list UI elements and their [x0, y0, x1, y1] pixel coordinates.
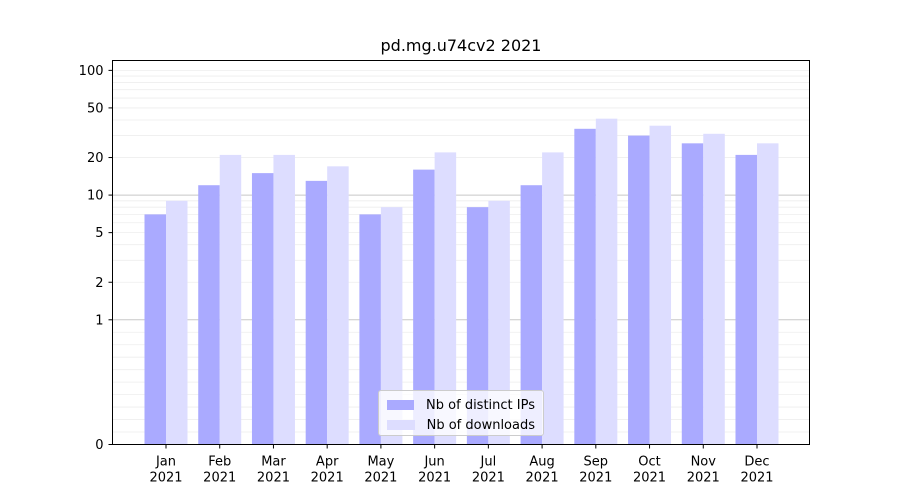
legend-item-downloads: Nb of downloads [387, 416, 535, 434]
y-tick-label: 0 [95, 438, 103, 453]
bars [144, 118, 779, 445]
bar-downloads [649, 125, 672, 445]
x-tick-label: Oct 2021 [633, 455, 666, 486]
bar-distinct-ips [628, 135, 650, 445]
y-tick-label: 20 [87, 151, 104, 166]
bar-distinct-ips [466, 207, 489, 445]
bar-downloads [219, 154, 242, 445]
y-axis: 0 1 2 5 10 20 50 100 [79, 64, 113, 453]
bar-downloads [595, 118, 618, 445]
x-tick-label: Jan 2021 [149, 455, 182, 486]
y-tick-label: 5 [95, 226, 103, 241]
x-tick-label: Nov 2021 [687, 455, 720, 486]
bar-distinct-ips [198, 185, 220, 445]
chart-title: pd.mg.u74cv2 2021 [381, 36, 542, 55]
bar-distinct-ips [251, 173, 274, 445]
bar-distinct-ips [305, 180, 328, 445]
bar-downloads [327, 166, 349, 445]
legend: Nb of distinct IPs Nb of downloads [378, 390, 544, 436]
bar-distinct-ips [735, 154, 757, 445]
y-tick-label: 50 [87, 101, 104, 116]
y-tick-label: 2 [95, 276, 103, 291]
x-tick-label: Aug 2021 [526, 455, 559, 486]
legend-item-ips: Nb of distinct IPs [387, 396, 535, 414]
x-tick-label: Jul 2021 [472, 455, 505, 486]
bar-distinct-ips [574, 128, 596, 445]
x-tick-label: Apr 2021 [311, 455, 344, 486]
plot-frame [112, 60, 810, 445]
legend-swatch-ips [387, 400, 415, 410]
y-tick-label: 1 [95, 313, 103, 328]
bar-downloads [166, 200, 188, 445]
bar-distinct-ips [520, 185, 543, 445]
x-tick-label: Feb 2021 [203, 455, 236, 486]
x-tick-label: Mar 2021 [257, 455, 290, 486]
bar-downloads [273, 154, 295, 445]
bar-distinct-ips [413, 169, 435, 445]
x-tick-label: Dec 2021 [740, 455, 773, 486]
legend-swatch-downloads [387, 420, 415, 430]
legend-label-ips: Nb of distinct IPs [426, 397, 535, 413]
bar-downloads [703, 133, 725, 445]
x-axis: Jan 2021 Feb 2021 Mar 2021 Apr 2021 May 2021 Jun 20… [149, 444, 774, 486]
bar-downloads [542, 152, 564, 445]
x-tick-label: Sep 2021 [579, 455, 612, 486]
bar-downloads [380, 207, 403, 445]
x-tick-label: Jun 2021 [418, 455, 451, 486]
bar-downloads [434, 152, 457, 445]
bar-distinct-ips [681, 143, 704, 445]
y-tick-label: 10 [87, 189, 104, 204]
bar-distinct-ips [359, 214, 381, 445]
bar-downloads [488, 200, 510, 445]
bar-downloads [757, 143, 779, 445]
legend-label-downloads: Nb of downloads [426, 417, 535, 433]
y-tick-label: 100 [79, 64, 104, 79]
x-tick-label: May 2021 [364, 455, 397, 486]
bar-distinct-ips [144, 214, 166, 445]
